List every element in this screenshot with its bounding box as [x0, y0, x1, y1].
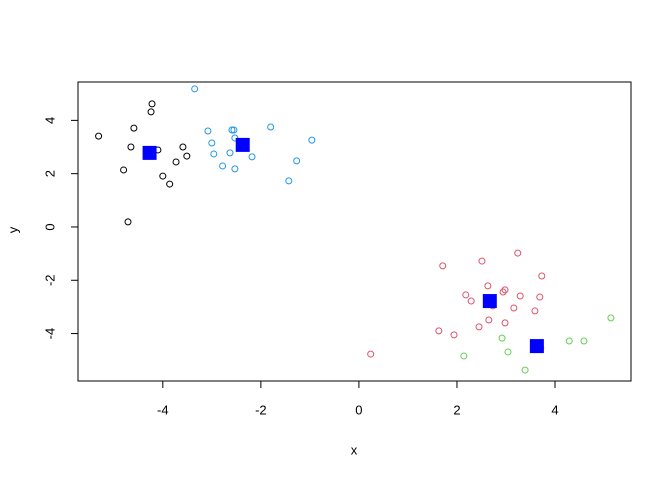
point [460, 352, 468, 360]
point [484, 282, 492, 290]
point [435, 327, 443, 335]
point [226, 149, 234, 157]
point [450, 331, 458, 339]
point [124, 218, 132, 226]
point [514, 249, 522, 257]
y-tick-label: 2 [42, 170, 57, 177]
x-tick-label: 4 [551, 402, 558, 417]
point [191, 85, 199, 93]
point [228, 126, 236, 134]
point [504, 348, 512, 356]
point [230, 126, 238, 134]
plot-box [77, 81, 632, 382]
point [580, 337, 588, 345]
point [95, 132, 103, 140]
point [127, 143, 135, 151]
point [467, 297, 475, 305]
point [183, 152, 191, 160]
center-marker [142, 145, 157, 160]
point [231, 165, 239, 173]
point [210, 150, 218, 158]
x-tick-label: -2 [255, 402, 267, 417]
point [565, 337, 573, 345]
point [166, 180, 174, 188]
point [498, 334, 506, 342]
center-marker [235, 137, 250, 152]
point [148, 100, 156, 108]
point [478, 257, 486, 265]
point [475, 323, 483, 331]
point [219, 162, 227, 170]
point [208, 139, 216, 147]
x-axis-label: x [351, 442, 358, 457]
y-tick-label: 0 [42, 223, 57, 230]
point [130, 124, 138, 132]
x-tick-label: 2 [453, 402, 460, 417]
point [179, 143, 187, 151]
point [516, 292, 524, 300]
point [538, 272, 546, 280]
x-tick-label: 0 [355, 402, 362, 417]
point [536, 293, 544, 301]
point [267, 123, 275, 131]
y-tick-label: -2 [42, 274, 57, 286]
point [462, 291, 470, 299]
point [510, 304, 518, 312]
point [308, 136, 316, 144]
point [439, 262, 447, 270]
point [293, 157, 301, 165]
point [367, 350, 375, 358]
y-tick-label: -4 [42, 328, 57, 340]
point [531, 307, 539, 315]
point [120, 166, 128, 174]
point [285, 177, 293, 185]
point [501, 286, 509, 294]
point [499, 288, 507, 296]
point [248, 153, 256, 161]
center-marker [482, 294, 497, 309]
point [501, 319, 509, 327]
center-marker [529, 339, 544, 354]
point [204, 127, 212, 135]
point [521, 366, 529, 374]
y-axis-label: y [5, 226, 20, 233]
point [607, 314, 615, 322]
x-tick-label: -4 [157, 402, 169, 417]
point [159, 172, 167, 180]
point [485, 316, 493, 324]
y-tick-label: 4 [42, 117, 57, 124]
point [147, 108, 155, 116]
point [172, 158, 180, 166]
